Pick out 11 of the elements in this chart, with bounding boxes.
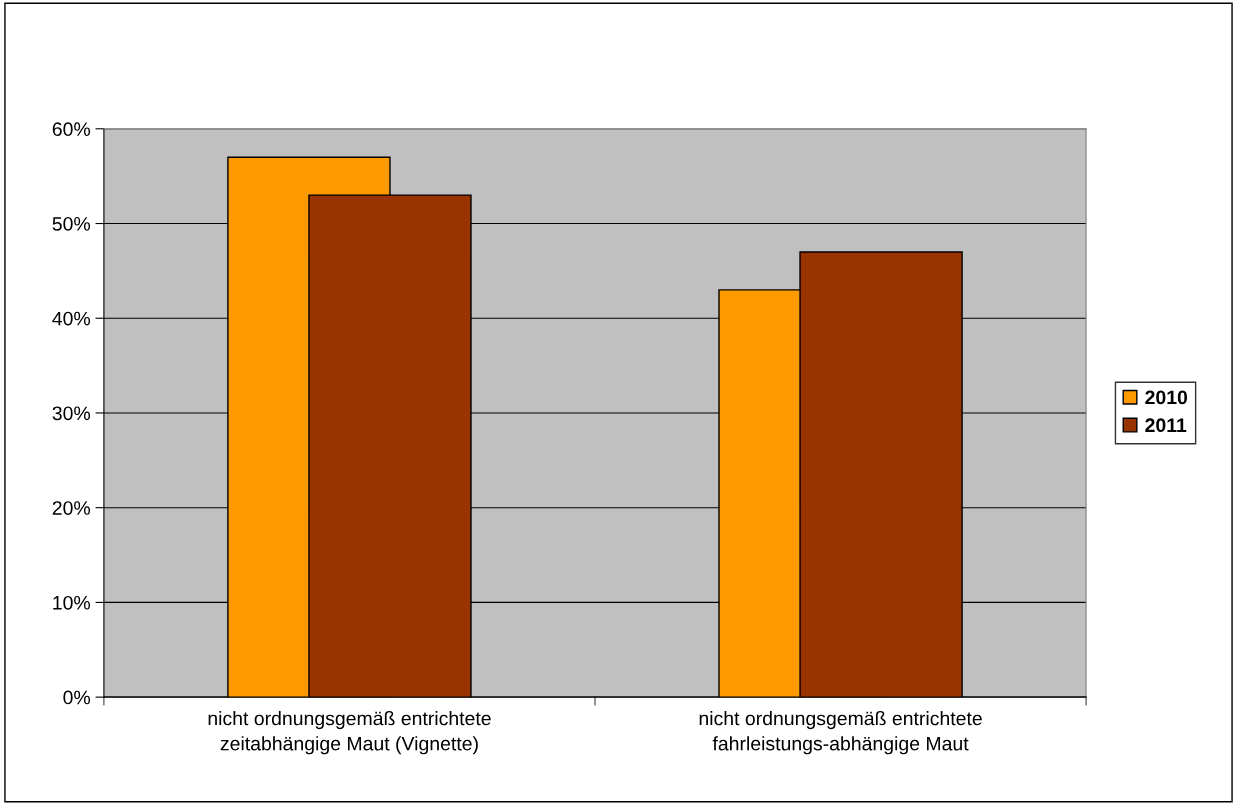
legend-label: 2010 (1145, 390, 1188, 405)
y-tick-label: 0% (63, 690, 91, 705)
y-tick-label: 60% (52, 122, 91, 137)
y-tick-label: 50% (52, 216, 91, 231)
y-tick-label: 30% (52, 406, 91, 421)
x-tick-label: nicht ordnungsgemäß entrichtete zeitabhängige Maut (Vignette) (208, 711, 491, 755)
legend-label: 2011 (1145, 418, 1187, 433)
y-tick-label: 40% (52, 311, 91, 326)
y-tick-label: 10% (53, 595, 91, 610)
y-tick-label: 20% (52, 501, 91, 515)
x-tick-label: nicht ordnungsgemäß entrichtete fahrleistungs-abhängige Maut (699, 711, 982, 755)
